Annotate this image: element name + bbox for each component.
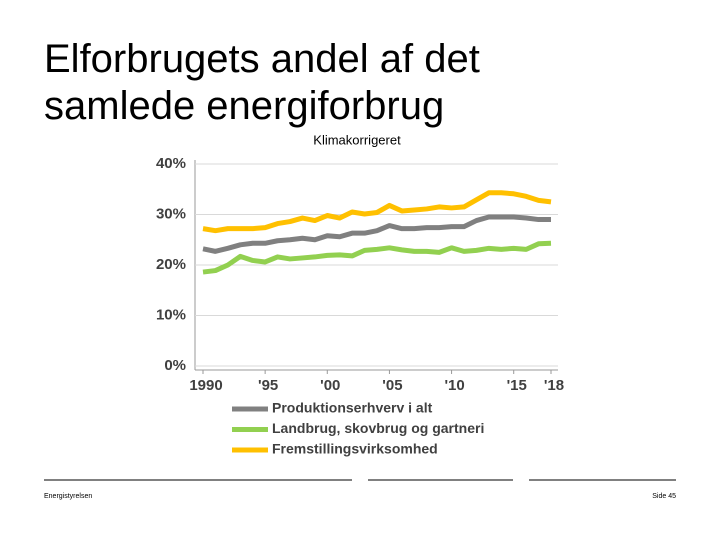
x-tick-label: '95 bbox=[258, 377, 278, 394]
x-tick-label: '18 bbox=[544, 377, 564, 394]
y-tick-label: 20% bbox=[156, 256, 186, 273]
footer-text: Energistyrelsen bbox=[44, 493, 92, 500]
x-tick-label: '00 bbox=[320, 377, 340, 394]
y-tick-label: 10% bbox=[156, 306, 186, 323]
series-line bbox=[202, 214, 551, 254]
y-tick-label: 30% bbox=[156, 205, 186, 222]
x-tick-label: '10 bbox=[444, 377, 464, 394]
legend-label: Fremstillingsvirksomhed bbox=[272, 441, 438, 457]
slide-title: samlede energiforbrug bbox=[44, 84, 444, 128]
legend-label: Landbrug, skovbrug og gartneri bbox=[272, 420, 484, 436]
x-tick-label: '15 bbox=[507, 377, 527, 394]
legend-label: Produktionserhverv i alt bbox=[272, 400, 433, 416]
chart-subtitle: Klimakorrigeret bbox=[313, 132, 401, 147]
page-number: Side 45 bbox=[652, 493, 676, 500]
x-tick-label: '05 bbox=[382, 377, 402, 394]
series-line bbox=[202, 190, 552, 234]
series-line bbox=[202, 240, 552, 275]
x-tick-label: 1990 bbox=[189, 377, 222, 394]
y-tick-label: 0% bbox=[164, 357, 186, 374]
slide-title: Elforbrugets andel af det bbox=[44, 37, 480, 81]
y-tick-label: 40% bbox=[156, 155, 186, 172]
